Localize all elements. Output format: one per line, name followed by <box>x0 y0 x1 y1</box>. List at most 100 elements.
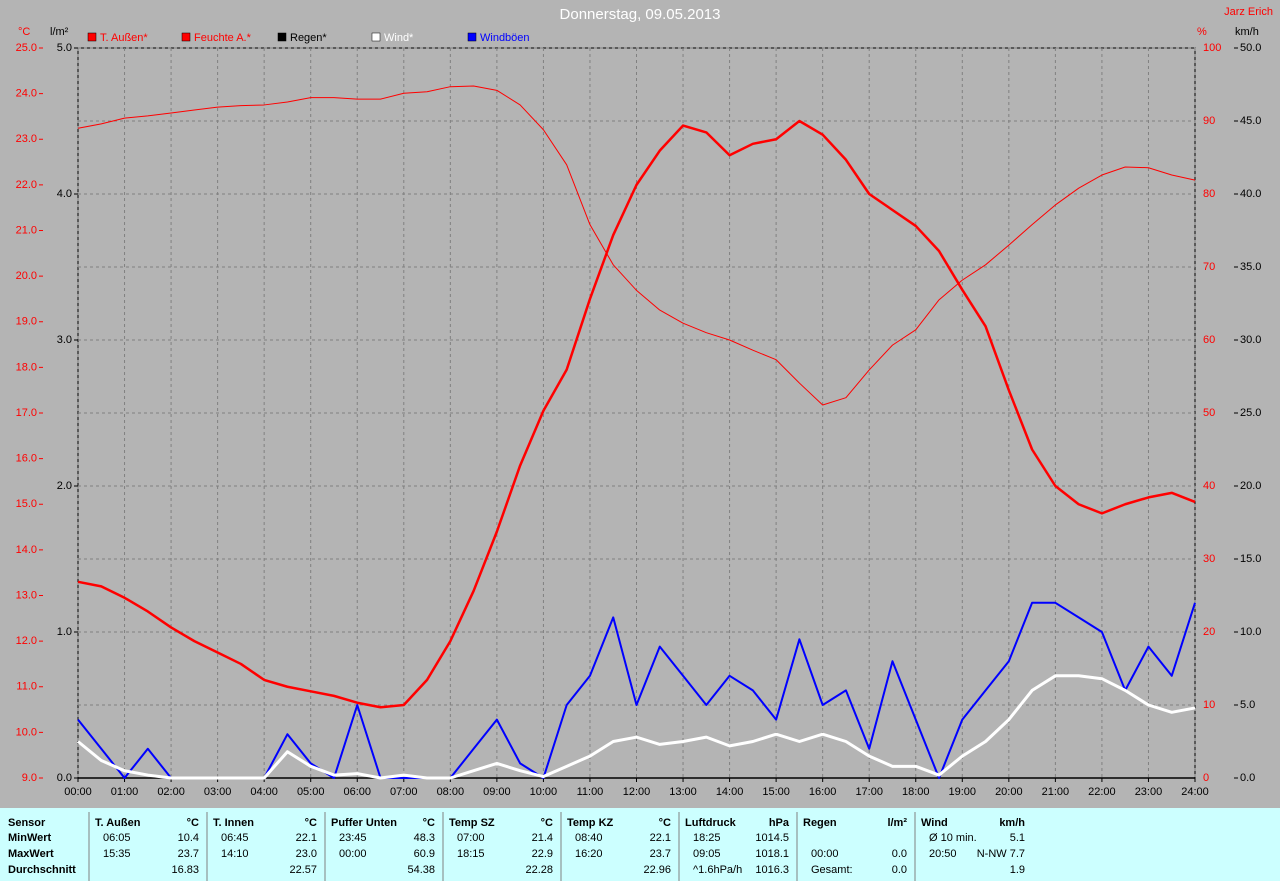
x-tick-label: 21:00 <box>1042 786 1070 798</box>
x-tick-label: 16:00 <box>809 786 837 798</box>
y-tick-label: 25.0 <box>1240 407 1261 419</box>
y-tick-label: 1.0 <box>57 626 72 638</box>
y-tick-label: 70 <box>1203 261 1215 273</box>
x-tick-label: 09:00 <box>483 786 511 798</box>
x-tick-label: 00:00 <box>64 786 92 798</box>
legend-label: Wind* <box>384 32 414 44</box>
table-cell: 06:45 <box>221 832 249 844</box>
x-tick-label: 18:00 <box>902 786 930 798</box>
column-unit: °C <box>659 817 671 829</box>
y-tick-label: 22.0 <box>16 179 37 191</box>
table-cell: 00:00 <box>339 848 367 860</box>
table-cell: 22.1 <box>296 832 317 844</box>
y-tick-label: 30 <box>1203 553 1215 565</box>
y4-axis-title: km/h <box>1235 26 1259 38</box>
table-cell: 5.1 <box>1010 832 1025 844</box>
row-label: MaxWert <box>8 848 54 860</box>
column-unit: km/h <box>999 817 1025 829</box>
table-cell: 14:10 <box>221 848 249 860</box>
table-cell: 23:45 <box>339 832 367 844</box>
y-tick-label: 13.0 <box>16 589 37 601</box>
y-tick-label: 25.0 <box>16 42 37 54</box>
legend-label: Regen* <box>290 32 327 44</box>
table-cell: 20:50 <box>929 848 957 860</box>
y-tick-label: 10.0 <box>16 726 37 738</box>
table-cell: 23.7 <box>178 848 199 860</box>
y-tick-label: 9.0 <box>22 772 37 784</box>
column-header: Luftdruck <box>685 817 737 829</box>
table-cell: ^1.6hPa/h <box>693 864 742 876</box>
y-tick-label: 90 <box>1203 115 1215 127</box>
y-tick-label: 12.0 <box>16 635 37 647</box>
y-tick-label: 60 <box>1203 334 1215 346</box>
column-unit: °C <box>187 817 199 829</box>
y-tick-label: 21.0 <box>16 224 37 236</box>
x-tick-label: 17:00 <box>855 786 883 798</box>
table-cell: 10.4 <box>178 832 199 844</box>
column-unit: hPa <box>769 817 790 829</box>
column-header: Wind <box>921 817 948 829</box>
legend-label: Windböen <box>480 32 530 44</box>
y-tick-label: 11.0 <box>16 681 37 693</box>
table-cell: Ø 10 min. <box>929 832 977 844</box>
table-cell: 22.28 <box>525 864 553 876</box>
legend-swatch <box>371 32 381 42</box>
y-tick-label: 80 <box>1203 188 1215 200</box>
column-header: T. Innen <box>213 817 254 829</box>
table-cell: 22.96 <box>643 864 671 876</box>
x-tick-label: 19:00 <box>949 786 977 798</box>
y3-axis-title: l/m² <box>50 26 69 38</box>
table-cell: 00:00 <box>811 848 839 860</box>
table-cell: 18:25 <box>693 832 721 844</box>
table-cell: 07:00 <box>457 832 485 844</box>
y-tick-label: 100 <box>1203 42 1221 54</box>
y-tick-label: 19.0 <box>16 316 37 328</box>
table-cell: 23.0 <box>296 848 317 860</box>
table-cell: 54.38 <box>407 864 435 876</box>
table-cell: 1018.1 <box>755 848 789 860</box>
y-tick-label: 23.0 <box>16 133 37 145</box>
y-tick-label: 40.0 <box>1240 188 1261 200</box>
column-header: Temp KZ <box>567 817 614 829</box>
y-tick-label: 5.0 <box>1240 699 1255 711</box>
x-tick-label: 02:00 <box>157 786 185 798</box>
y-tick-label: 15.0 <box>1240 553 1261 565</box>
legend-swatch <box>467 32 477 42</box>
y-tick-label: 10.0 <box>1240 626 1261 638</box>
table-cell: 1016.3 <box>755 864 789 876</box>
y2-axis-title: % <box>1197 26 1207 38</box>
y-tick-label: 50 <box>1203 407 1215 419</box>
x-tick-label: 05:00 <box>297 786 325 798</box>
column-header: Regen <box>803 817 837 829</box>
table-cell: 22.1 <box>650 832 671 844</box>
y-tick-label: 20.0 <box>16 270 37 282</box>
x-tick-label: 03:00 <box>204 786 232 798</box>
table-cell: Gesamt: <box>811 864 853 876</box>
y-tick-label: 4.0 <box>57 188 72 200</box>
y-tick-label: 17.0 <box>16 407 37 419</box>
column-header: T. Außen <box>95 817 141 829</box>
y-tick-label: 10 <box>1203 699 1215 711</box>
column-unit: °C <box>541 817 553 829</box>
x-tick-label: 13:00 <box>669 786 697 798</box>
table-cell: 16.83 <box>171 864 199 876</box>
legend-label: T. Außen* <box>100 32 148 44</box>
y-tick-label: 0.0 <box>57 772 72 784</box>
table-header: Sensor <box>8 817 46 829</box>
table-cell: 08:40 <box>575 832 603 844</box>
column-unit: °C <box>305 817 317 829</box>
y-tick-label: 20 <box>1203 626 1215 638</box>
y-tick-label: 2.0 <box>57 480 72 492</box>
chart-title: Donnerstag, 09.05.2013 <box>560 6 721 23</box>
column-header: Temp SZ <box>449 817 495 829</box>
y-tick-label: 0.0 <box>1240 772 1255 784</box>
table-cell: 06:05 <box>103 832 131 844</box>
y-tick-label: 14.0 <box>16 544 37 556</box>
table-cell: 18:15 <box>457 848 485 860</box>
y-tick-label: 45.0 <box>1240 115 1261 127</box>
column-unit: °C <box>423 817 435 829</box>
y-tick-label: 50.0 <box>1240 42 1261 54</box>
y-axis-title: °C <box>18 26 30 38</box>
x-tick-label: 12:00 <box>623 786 651 798</box>
